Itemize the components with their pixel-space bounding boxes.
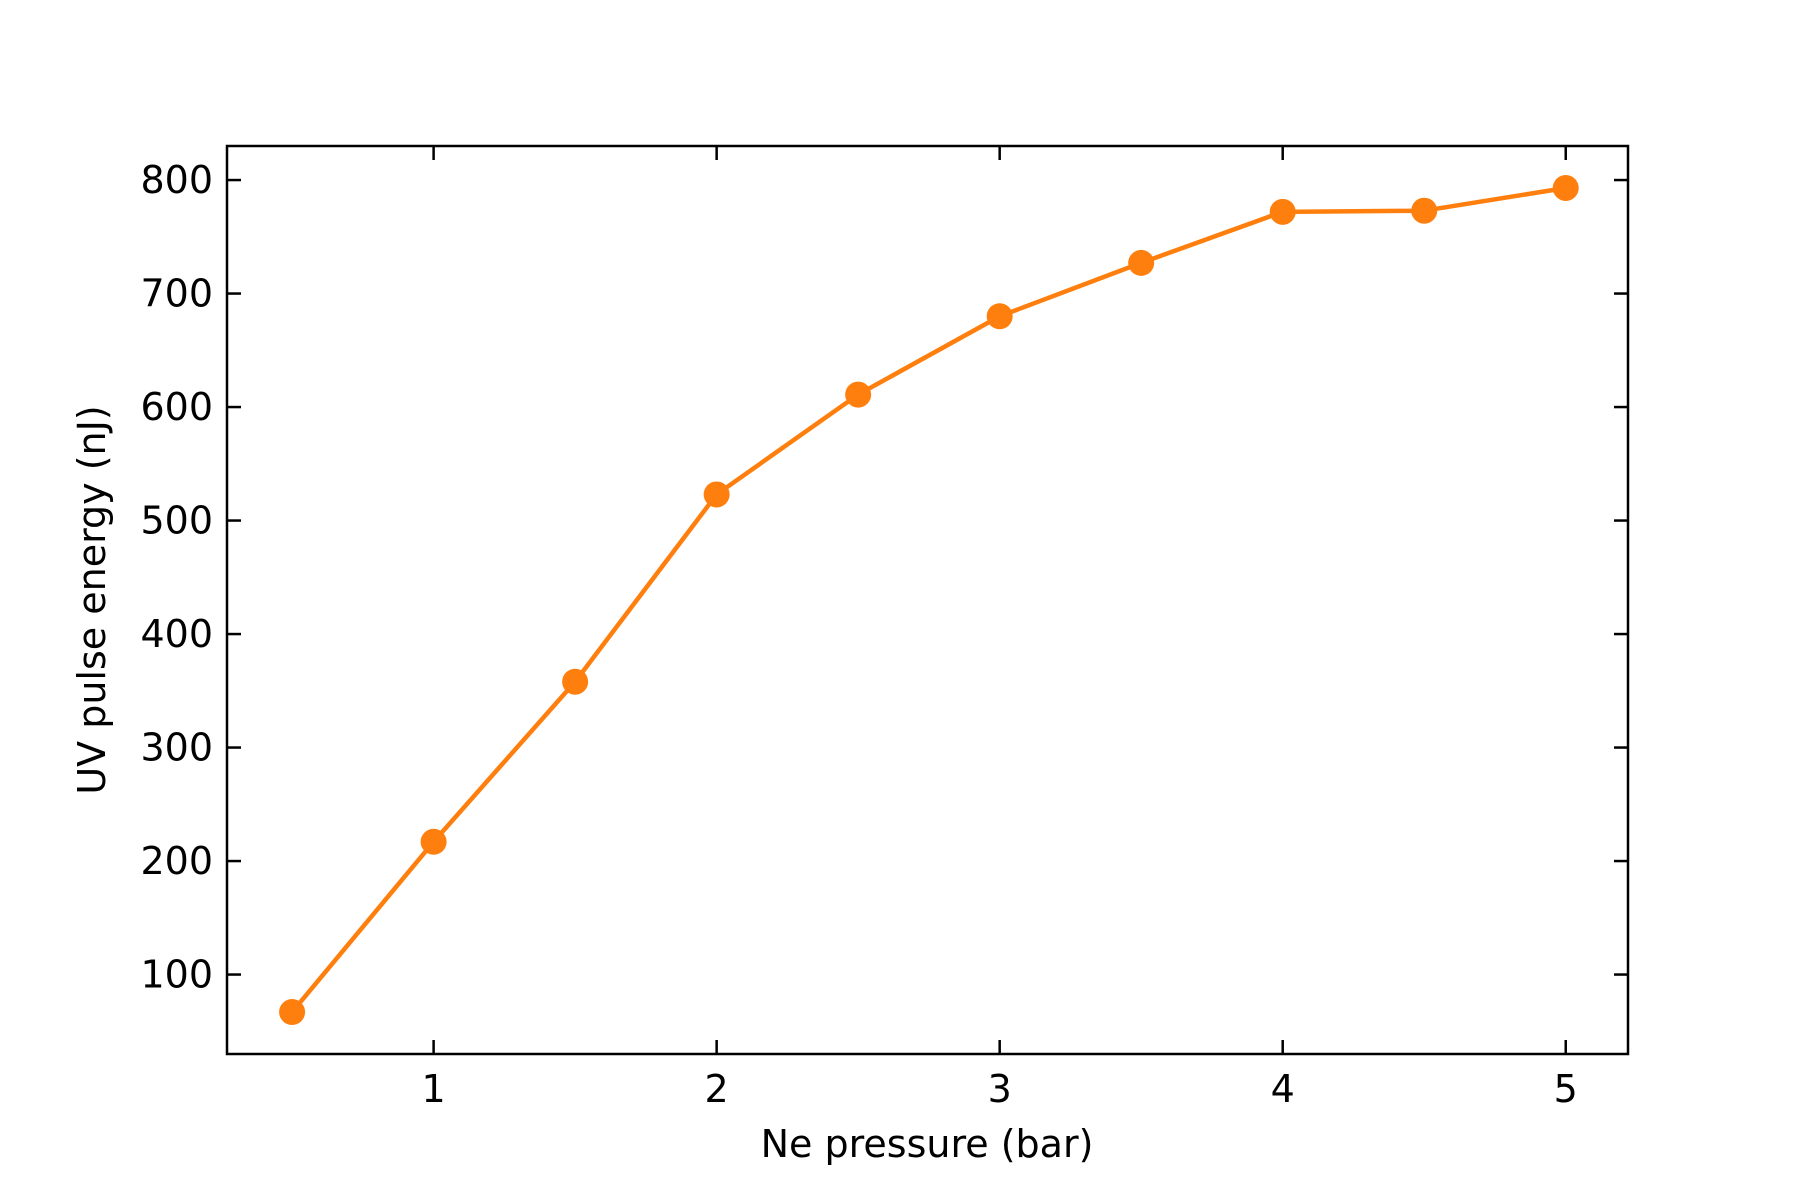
y-axis-label: UV pulse energy (nJ): [70, 405, 114, 794]
series-line: [290, 185, 1567, 1014]
data-point: [1128, 249, 1155, 276]
data-point: [1411, 197, 1438, 224]
x-tick-label: 5: [1554, 1067, 1578, 1111]
y-tick-label: 800: [140, 158, 213, 202]
data-point: [986, 303, 1013, 330]
data-point: [703, 481, 730, 508]
x-tick-label: 3: [988, 1067, 1012, 1111]
x-tick-label: 2: [705, 1067, 729, 1111]
data-point: [562, 668, 589, 695]
y-tick-label: 100: [140, 953, 213, 997]
series-layer: [279, 174, 1579, 1026]
data-point: [845, 381, 872, 408]
x-tick-label: 4: [1271, 1067, 1295, 1111]
plot-frame: [225, 144, 1630, 1056]
x-axis: 1 2 3 4 5: [422, 146, 1578, 1111]
y-tick-label: 500: [140, 499, 213, 543]
data-point: [1269, 198, 1296, 225]
data-point: [420, 828, 447, 855]
y-axis: 100 200 300 400 500 600 700 800: [140, 158, 1628, 997]
data-point: [1552, 174, 1579, 201]
x-axis-label: Ne pressure (bar): [761, 1122, 1094, 1166]
y-tick-label: 300: [140, 726, 213, 770]
data-point: [279, 999, 306, 1026]
y-tick-label: 700: [140, 272, 213, 316]
x-tick-label: 1: [422, 1067, 446, 1111]
y-tick-label: 400: [140, 612, 213, 656]
y-tick-label: 200: [140, 839, 213, 883]
y-tick-label: 600: [140, 385, 213, 429]
